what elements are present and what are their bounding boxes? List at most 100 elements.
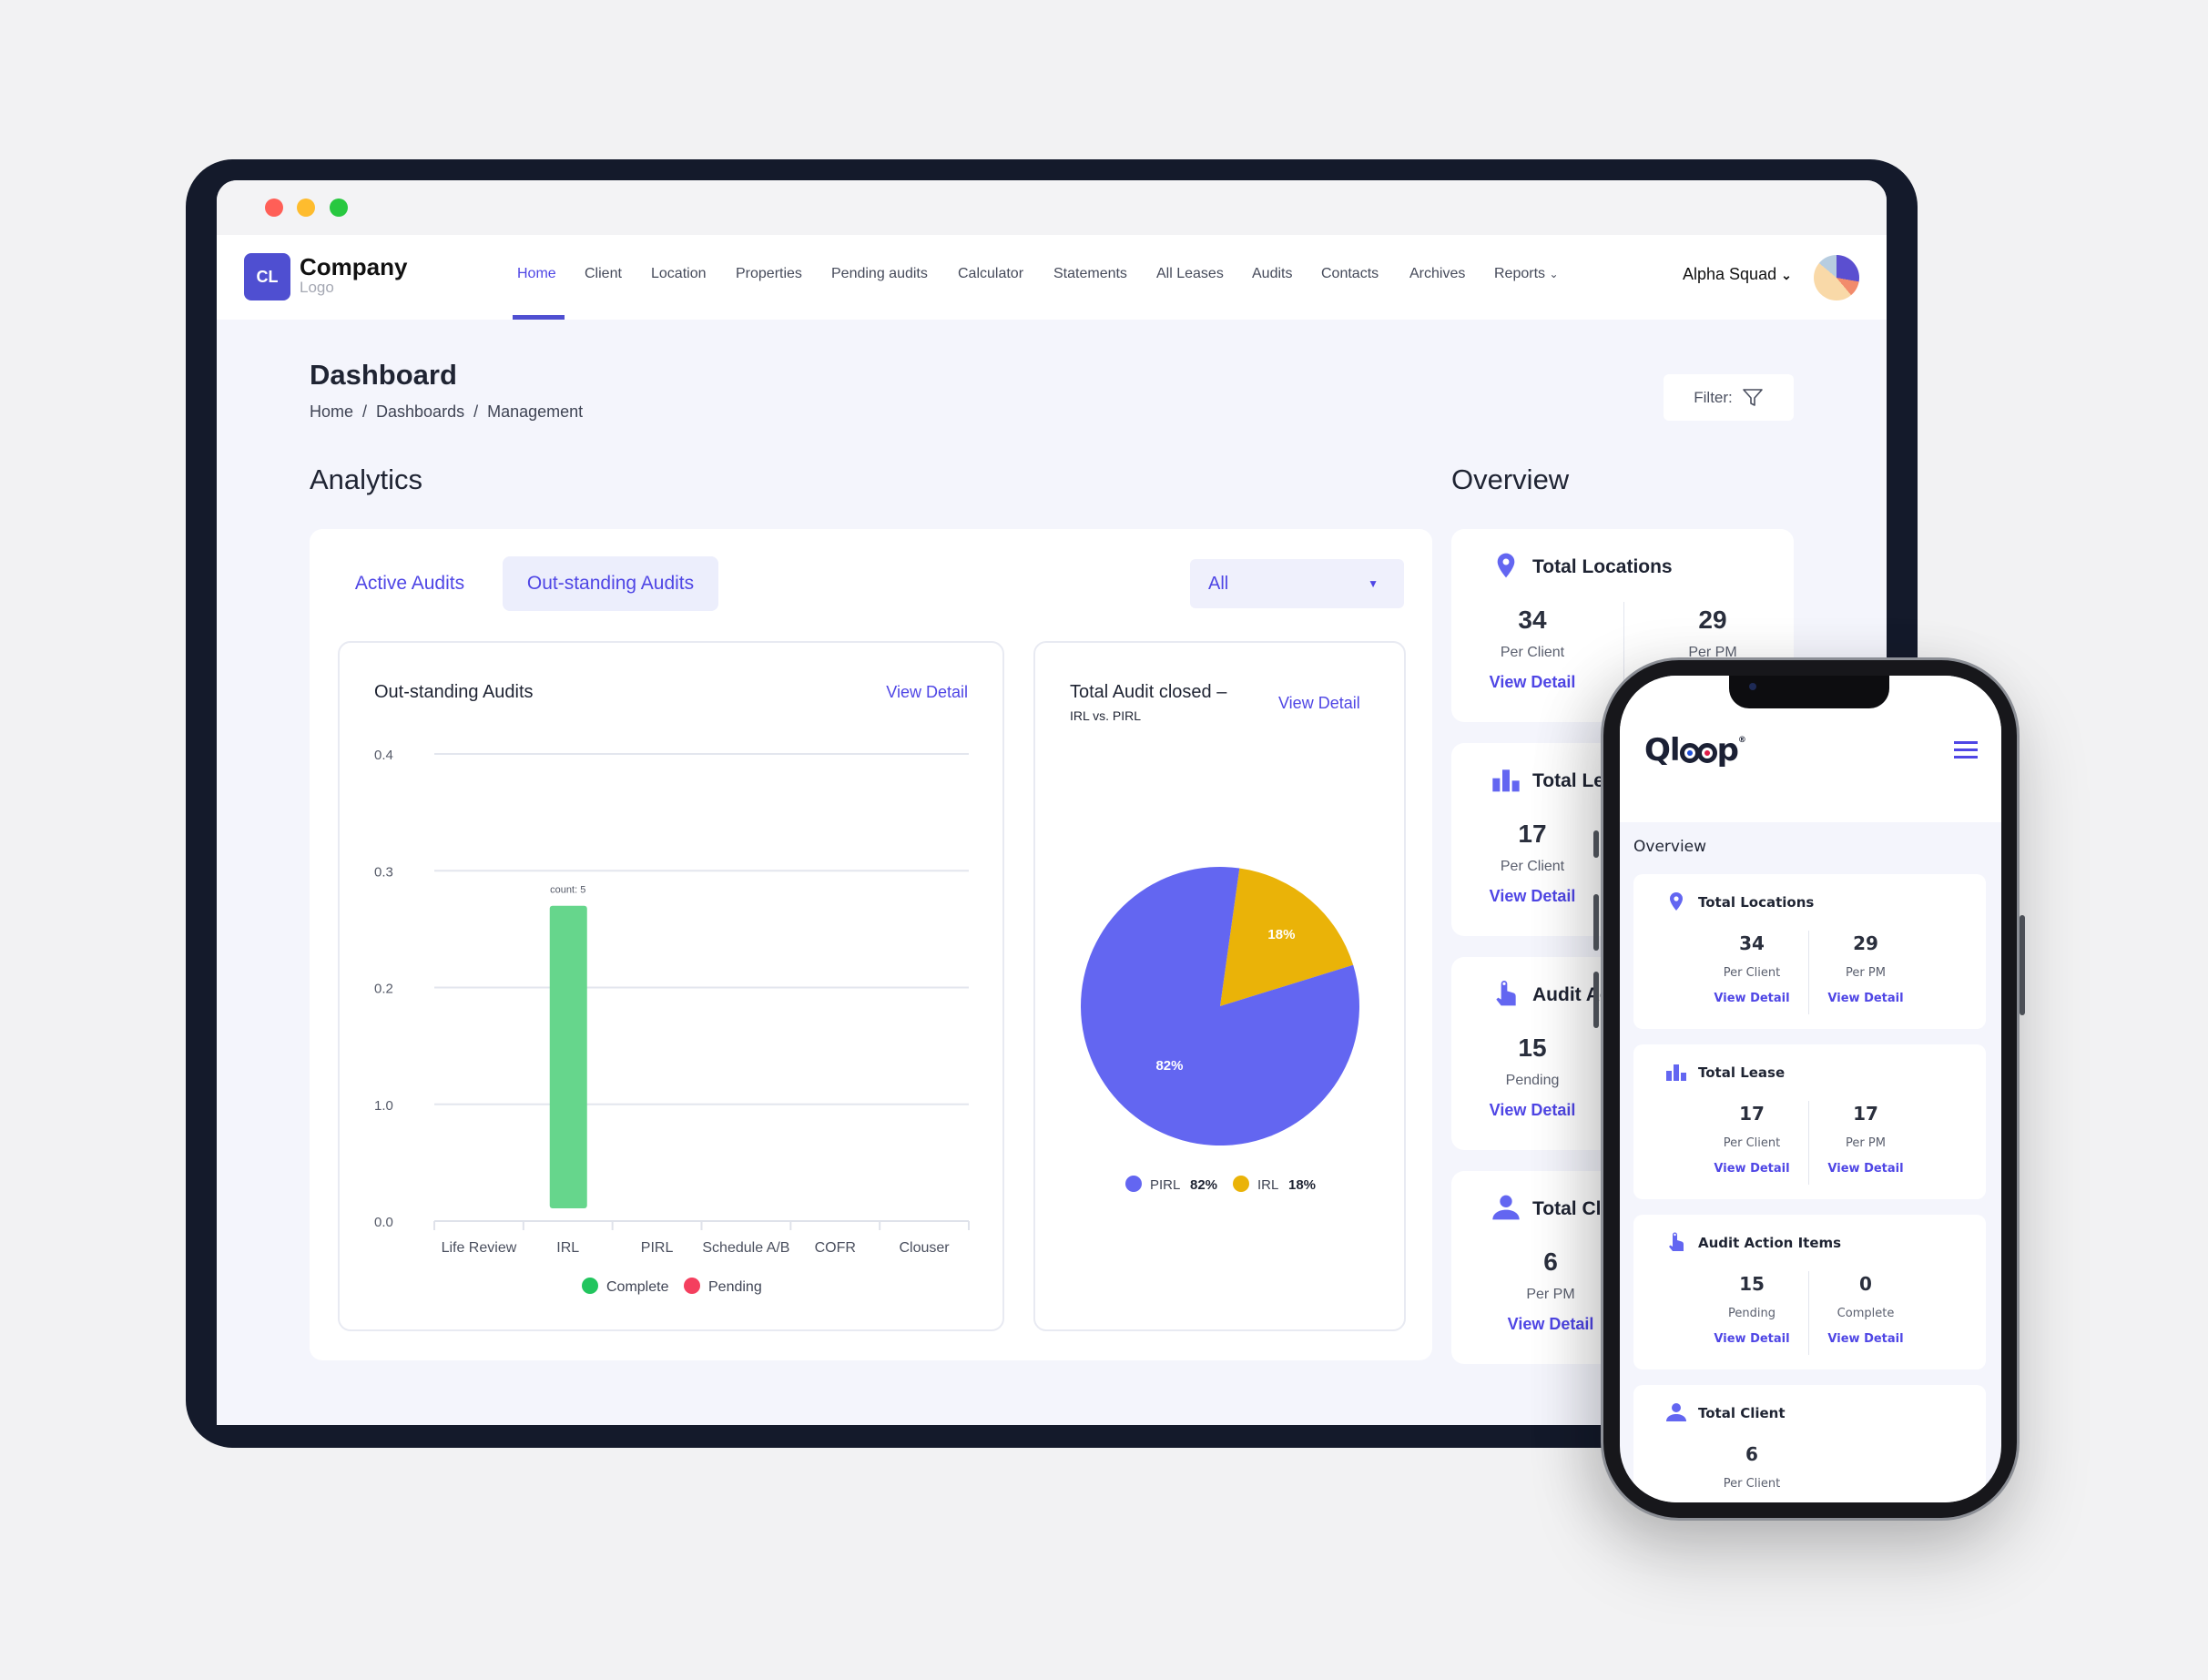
divider [1808,1101,1809,1185]
chart-title: Out-standing Audits [374,682,534,702]
audit-filter-select[interactable]: All ▼ [1190,559,1404,608]
view-detail-link[interactable]: View Detail [1714,992,1790,1005]
stat-value: 15 [1739,1273,1765,1295]
legend-marker [1125,1176,1142,1192]
tab-active-audits[interactable]: Active Audits [354,573,465,594]
legend-label: PIRL [1150,1177,1180,1193]
analytics-heading: Analytics [310,463,423,495]
stat-label: Per Client [1723,1477,1781,1491]
legend-label: IRL [1257,1177,1278,1193]
stat-value: 29 [1853,932,1878,954]
mobile-overview-card: Audit Action Items 15 Pending View Detail 0… [1633,1215,1986,1369]
mobile-overview-card: Total Lease 17 Per Client View Detail 17 Pe… [1633,1044,1986,1199]
filter-label: Filter: [1694,388,1733,406]
stat-label: Pending [1505,1073,1560,1088]
stat-label: Per PM [1846,966,1886,980]
chart-subtitle: IRL vs. PIRL [1070,708,1142,723]
divider [1623,602,1624,702]
close-window-button[interactable] [265,199,283,217]
view-detail-link[interactable]: View Detail [1507,1315,1594,1333]
title-bar [217,180,1887,235]
legend-marker [684,1278,700,1294]
y-tick-label: 0.2 [374,982,393,997]
legend-label: Pending [708,1279,762,1295]
view-detail-link[interactable]: View Detail [886,683,968,701]
chevron-down-icon: ⌄ [1549,268,1559,280]
x-tick-label: Life Review [442,1240,517,1256]
y-tick-label: 1.0 [374,1098,393,1114]
hand-pointer-icon [1665,1231,1687,1257]
company-logo[interactable]: CL [244,253,290,300]
nav-client[interactable]: Client [585,266,622,281]
nav-reports[interactable]: Reports ⌄ [1494,266,1559,282]
stat-value: 6 [1543,1247,1558,1276]
stat-label: Per Client [1500,859,1565,874]
stat-value: 17 [1853,1103,1878,1125]
pie-chart: 18% 82% PIRL 82% IRL 18% [1081,867,1359,1193]
divider [1808,1271,1809,1355]
pie-slice-pirl [1081,867,1359,1145]
avatar[interactable] [1814,255,1859,300]
legend-value: 82% [1190,1177,1217,1193]
divider [1808,931,1809,1014]
view-detail-link[interactable]: View Detail [1489,887,1576,905]
stat-label: Complete [1837,1307,1895,1320]
y-tick-label: 0.0 [374,1215,393,1230]
maximize-window-button[interactable] [330,199,348,217]
filter-icon [1742,388,1763,406]
audit-closed-chart-card: Total Audit closed – IRL vs. PIRL View D… [1033,641,1406,1331]
hamburger-menu-icon[interactable] [1954,741,1978,759]
hand-pointer-icon [1491,979,1521,1013]
view-detail-link[interactable]: View Detail [1827,1332,1904,1346]
view-detail-link[interactable]: View Detail [1714,1332,1790,1346]
company-logo-sub: Logo [300,279,334,296]
nav-contacts[interactable]: Contacts [1321,266,1379,281]
bar-data-label: count: 5 [550,885,585,896]
stat-value: 17 [1518,820,1547,848]
nav-location[interactable]: Location [651,266,707,281]
nav-home[interactable]: Home [517,266,556,281]
user-icon [1491,1193,1521,1227]
stat-value: 34 [1739,932,1765,954]
nav-calculator[interactable]: Calculator [958,266,1024,281]
stat-value: 0 [1859,1273,1872,1295]
x-tick-label: PIRL [641,1240,674,1256]
nav-pending-audits[interactable]: Pending audits [831,266,928,281]
bar-chart: 0.0 1.0 0.2 0.3 0.4 Life Review IRL PIRL Schedul… [374,748,970,1295]
stat-label: Pending [1728,1307,1776,1320]
stat-value: 6 [1745,1443,1758,1465]
phone-power-button [2020,915,2025,1015]
stat-value: 17 [1739,1103,1765,1125]
stat-value: 34 [1518,606,1547,634]
nav-archives[interactable]: Archives [1409,266,1466,281]
nav-audits[interactable]: Audits [1252,266,1293,281]
select-value: All [1208,573,1229,594]
overview-card-title: Total Locations [1532,556,1673,577]
view-detail-link[interactable]: View Detail [1827,992,1904,1005]
view-detail-link[interactable]: View Detail [1827,1162,1904,1176]
stat-label: Per PM [1526,1287,1575,1302]
view-detail-link[interactable]: View Detail [1278,694,1360,712]
mobile-overview-card: Total Client 6 Per Client [1633,1385,1986,1502]
filter-button[interactable]: Filter: [1664,374,1794,421]
phone-volume-up [1593,894,1599,951]
view-detail-link[interactable]: View Detail [1489,673,1576,691]
breadcrumb[interactable]: Home / Dashboards / Management [310,402,584,421]
view-detail-link[interactable]: View Detail [1714,1162,1790,1176]
bar-chart-icon [1491,765,1521,799]
nav-all-leases[interactable]: All Leases [1156,266,1224,281]
user-menu[interactable]: Alpha Squad ⌄ [1683,265,1792,284]
tab-outstanding-audits[interactable]: Out-standing Audits [503,556,718,611]
nav-statements[interactable]: Statements [1053,266,1127,281]
location-pin-icon [1491,551,1521,585]
nav-reports-label: Reports [1494,266,1546,281]
phone-notch [1729,676,1889,708]
stat-label: Per Client [1723,1136,1781,1150]
nav-properties[interactable]: Properties [736,266,802,281]
view-detail-link[interactable]: View Detail [1489,1101,1576,1119]
outstanding-audits-chart-card: Out-standing Audits View Detail 0.0 1.0 0.… [338,641,1004,1331]
phone-volume-down [1593,972,1599,1028]
stat-label: Per PM [1846,1136,1886,1150]
minimize-window-button[interactable] [297,199,315,217]
